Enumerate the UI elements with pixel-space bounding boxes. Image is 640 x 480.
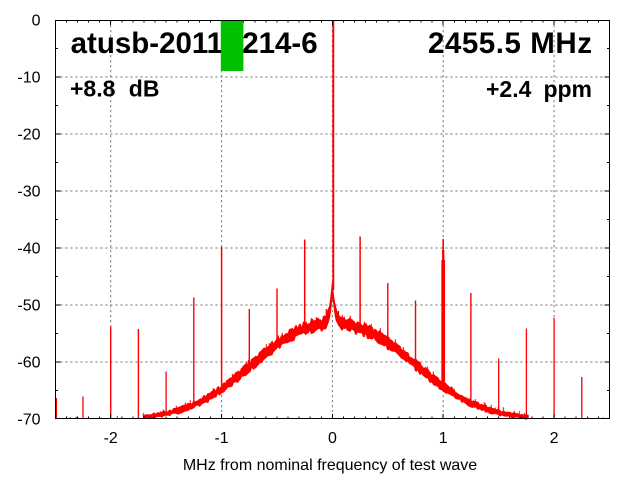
svg-text:1: 1 (439, 430, 448, 447)
svg-text:dB: dB (129, 76, 160, 102)
svg-text:atusb-2011: atusb-2011 (71, 27, 224, 60)
svg-text:-50: -50 (17, 298, 40, 315)
svg-text:2: 2 (550, 430, 559, 447)
svg-text:+2.4: +2.4 (486, 76, 532, 102)
svg-text:-60: -60 (17, 355, 40, 372)
svg-text:-70: -70 (17, 412, 40, 429)
svg-text:-2: -2 (104, 430, 118, 447)
svg-text:0: 0 (32, 13, 41, 30)
svg-text:-30: -30 (17, 184, 40, 201)
svg-text:214-6: 214-6 (242, 27, 317, 60)
svg-text:MHz from nominal frequency of: MHz from nominal frequency of test wave (183, 457, 477, 474)
svg-text:0: 0 (328, 430, 337, 447)
svg-text:-40: -40 (17, 241, 40, 258)
svg-text:ppm: ppm (543, 76, 592, 102)
svg-text:+8.8: +8.8 (70, 76, 116, 102)
svg-text:-20: -20 (17, 127, 40, 144)
svg-text:-10: -10 (17, 70, 40, 87)
svg-text:-1: -1 (214, 430, 228, 447)
svg-text:2455.5 MHz: 2455.5 MHz (428, 27, 593, 60)
